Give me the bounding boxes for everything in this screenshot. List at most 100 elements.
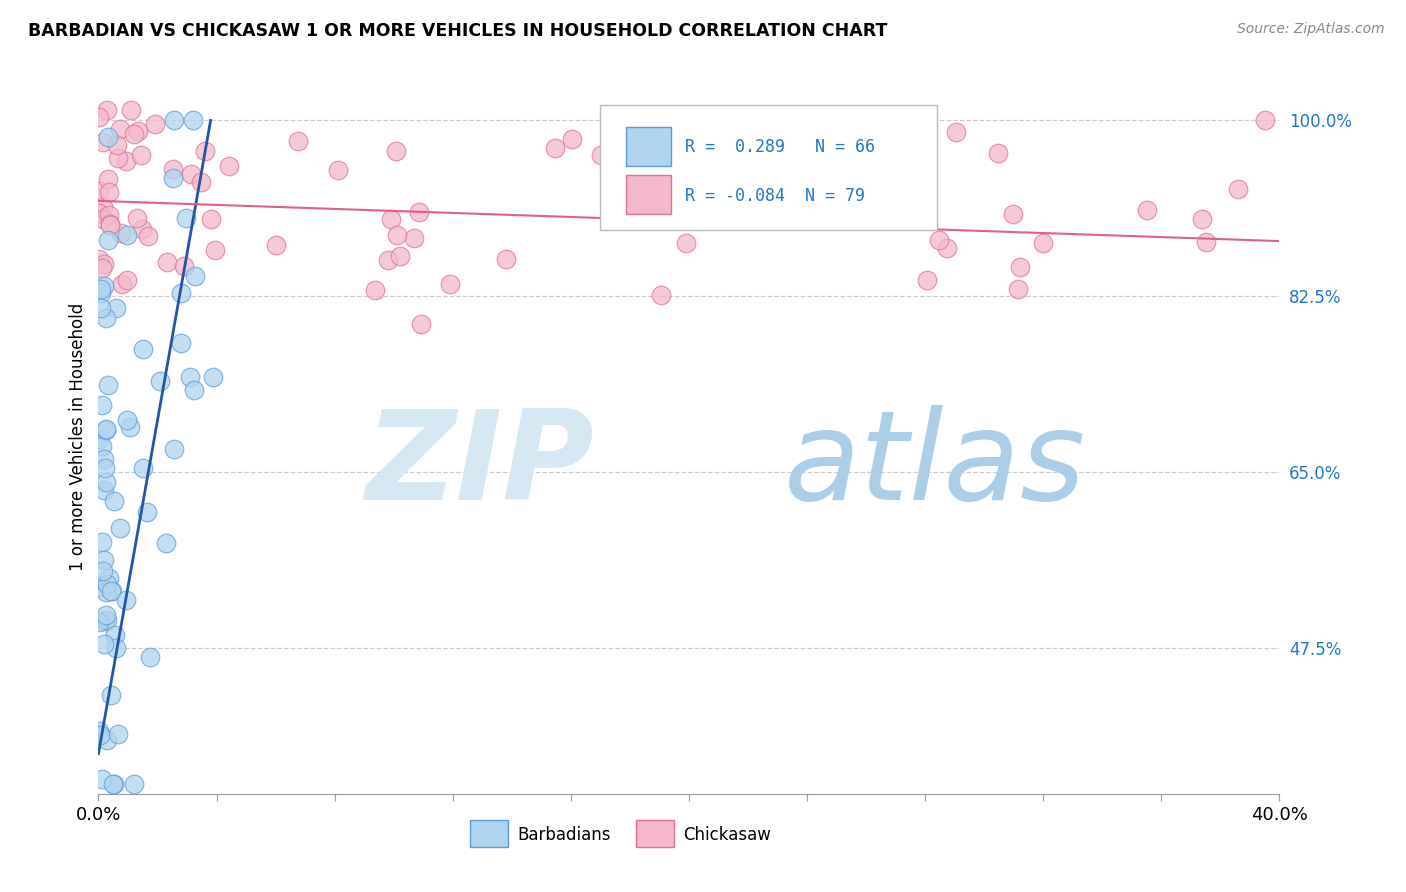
- Point: [915, 273, 938, 287]
- Point: [117, 273, 139, 287]
- Point: [1191, 212, 1213, 227]
- Point: [115, 153, 138, 168]
- Point: [945, 124, 967, 138]
- Point: [179, 369, 201, 384]
- Point: [666, 211, 689, 226]
- Text: R =  0.289   N = 66: R = 0.289 N = 66: [685, 137, 876, 155]
- Point: [93, 637, 115, 651]
- Point: [388, 249, 411, 263]
- Point: [170, 285, 193, 300]
- Point: [98, 217, 121, 231]
- Point: [326, 162, 349, 177]
- Point: [100, 688, 122, 702]
- Point: [89, 728, 111, 742]
- Point: [181, 113, 204, 128]
- Point: [98, 571, 121, 585]
- Point: [115, 228, 138, 243]
- Point: [94, 614, 117, 628]
- Point: [156, 255, 179, 269]
- Point: [495, 252, 517, 266]
- Point: [96, 423, 118, 437]
- Point: [93, 279, 115, 293]
- Point: [135, 505, 157, 519]
- Point: [650, 288, 672, 302]
- Point: [104, 628, 127, 642]
- Point: [122, 128, 145, 142]
- Point: [89, 580, 111, 594]
- Point: [94, 475, 117, 490]
- Point: [204, 243, 226, 257]
- Point: [928, 233, 950, 247]
- Point: [97, 378, 120, 392]
- Point: [94, 585, 117, 599]
- FancyBboxPatch shape: [636, 821, 673, 847]
- Point: [202, 370, 225, 384]
- Point: [127, 124, 149, 138]
- Point: [377, 252, 399, 267]
- Point: [659, 200, 682, 214]
- Point: [90, 282, 112, 296]
- Point: [987, 146, 1010, 161]
- Point: [409, 317, 432, 331]
- Text: Barbadians: Barbadians: [517, 826, 612, 844]
- Point: [91, 261, 114, 276]
- Point: [91, 564, 114, 578]
- Point: [91, 535, 114, 549]
- Point: [93, 460, 115, 475]
- Point: [544, 141, 567, 155]
- Point: [115, 592, 138, 607]
- Point: [97, 172, 120, 186]
- Point: [87, 432, 110, 446]
- Point: [1254, 113, 1277, 128]
- Point: [100, 219, 122, 233]
- Point: [904, 212, 927, 227]
- Point: [200, 212, 222, 227]
- Point: [89, 252, 111, 266]
- Point: [173, 259, 195, 273]
- Point: [107, 151, 129, 165]
- Point: [107, 727, 129, 741]
- Point: [104, 640, 127, 655]
- Point: [108, 521, 131, 535]
- Point: [110, 226, 132, 240]
- Point: [94, 310, 117, 325]
- Point: [91, 398, 114, 412]
- Point: [118, 419, 141, 434]
- Point: [402, 231, 425, 245]
- Point: [101, 583, 124, 598]
- Point: [675, 235, 697, 250]
- Point: [176, 211, 198, 225]
- Point: [96, 613, 118, 627]
- Point: [91, 200, 114, 214]
- Point: [105, 137, 128, 152]
- Point: [439, 277, 461, 292]
- Point: [96, 103, 118, 118]
- Text: Chickasaw: Chickasaw: [683, 826, 770, 844]
- Point: [132, 343, 155, 357]
- Point: [408, 205, 430, 219]
- Point: [1032, 235, 1054, 250]
- Text: BARBADIAN VS CHICKASAW 1 OR MORE VEHICLES IN HOUSEHOLD CORRELATION CHART: BARBADIAN VS CHICKASAW 1 OR MORE VEHICLE…: [28, 22, 887, 40]
- Point: [89, 615, 111, 629]
- Point: [155, 536, 177, 550]
- Point: [287, 134, 309, 148]
- Point: [122, 777, 145, 791]
- Point: [163, 113, 186, 128]
- Point: [97, 129, 120, 144]
- Point: [752, 202, 775, 217]
- Point: [190, 176, 212, 190]
- Point: [108, 121, 131, 136]
- Point: [218, 159, 240, 173]
- Y-axis label: 1 or more Vehicles in Household: 1 or more Vehicles in Household: [69, 303, 87, 571]
- FancyBboxPatch shape: [600, 105, 936, 230]
- Point: [264, 237, 287, 252]
- Point: [90, 286, 112, 301]
- Point: [98, 186, 121, 200]
- Point: [143, 117, 166, 131]
- Point: [105, 301, 128, 316]
- Point: [89, 724, 111, 739]
- Point: [380, 211, 402, 226]
- Point: [93, 257, 115, 271]
- FancyBboxPatch shape: [471, 821, 508, 847]
- Point: [1226, 182, 1249, 196]
